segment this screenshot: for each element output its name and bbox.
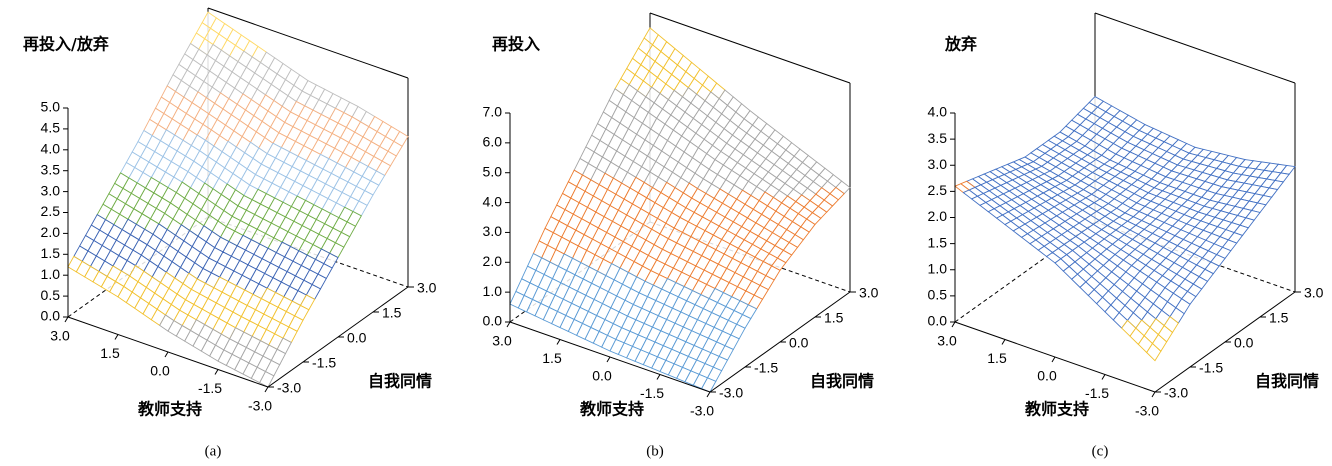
surface-panel: 0.0 0.5 1.0 1.5 2.0 2.5 3.0 3.5 4.0 3.0 1.5 0.0 -1.5… — [928, 12, 1324, 459]
x-tick — [264, 386, 269, 393]
x-axis-label: 教师支持 — [1025, 400, 1089, 419]
x-tick-label: 3.0 — [50, 328, 70, 344]
z-tick-label: 0.5 — [41, 287, 61, 303]
x-tick — [1051, 356, 1056, 363]
x-tick — [606, 356, 611, 363]
y-axis-label: 自我同情 — [368, 372, 432, 391]
y-axis-label: 自我同情 — [1255, 372, 1319, 391]
x-axis-label: 教师支持 — [580, 400, 644, 419]
y-tick-label: -3.0 — [719, 385, 743, 401]
x-tick — [556, 339, 561, 345]
z-tick-label: 4.0 — [41, 141, 61, 157]
z-tick-label: 1.0 — [483, 283, 503, 299]
x-tick — [164, 351, 169, 358]
panel-label: (c) — [1092, 443, 1109, 459]
y-tick-label: -1.5 — [312, 355, 336, 371]
z-tick-label: 7.0 — [483, 104, 503, 120]
box-edge — [649, 12, 851, 84]
x-tick-label: -3.0 — [690, 403, 714, 419]
y-tick-label: -1.5 — [754, 360, 778, 376]
z-tick-label: 3.5 — [928, 130, 948, 146]
x-tick-label: 0.0 — [1037, 368, 1057, 384]
x-tick — [1001, 339, 1006, 345]
x-tick-label: -1.5 — [198, 380, 222, 396]
x-tick — [656, 374, 661, 380]
z-tick-label: 2.0 — [928, 208, 948, 224]
y-tick-label: -3.0 — [1164, 385, 1188, 401]
z-tick-label: 5.0 — [41, 99, 61, 115]
z-tick-label: 2.5 — [928, 182, 948, 198]
z-tick-label: 3.5 — [41, 161, 61, 177]
x-tick-label: 3.0 — [492, 333, 512, 349]
box-edge — [207, 7, 409, 79]
y-tick-label: 3.0 — [859, 285, 879, 301]
z-tick-label: 0.0 — [41, 308, 61, 324]
surface-cell — [1146, 342, 1162, 362]
y-tick-label: 0.0 — [1234, 335, 1254, 351]
y-tick-label: 1.5 — [382, 305, 402, 321]
chart-title: 再投入 — [492, 35, 540, 54]
x-tick-label: -1.5 — [1085, 385, 1109, 401]
z-tick-label: 2.5 — [41, 203, 61, 219]
x-tick-label: 0.0 — [150, 363, 170, 379]
x-tick — [1151, 391, 1156, 398]
z-tick-label: 4.0 — [483, 193, 503, 209]
x-tick-label: 1.5 — [100, 345, 120, 361]
x-tick — [214, 369, 219, 375]
z-tick-label: 4.0 — [928, 104, 948, 120]
z-tick-label: 3.0 — [483, 223, 503, 239]
x-axis-label: 教师支持 — [138, 400, 202, 419]
x-tick — [506, 321, 511, 328]
y-tick-label: 1.5 — [824, 310, 844, 326]
z-tick-label: 0.5 — [928, 287, 948, 303]
box-edge — [1094, 12, 1296, 84]
y-tick-label: 3.0 — [1304, 285, 1324, 301]
x-tick-label: -1.5 — [640, 385, 664, 401]
x-tick-label: 3.0 — [937, 333, 957, 349]
x-tick-label: 1.5 — [987, 350, 1007, 366]
z-tick-label: 2.0 — [483, 253, 503, 269]
z-tick-label: 5.0 — [483, 163, 503, 179]
z-tick-label: 1.0 — [928, 260, 948, 276]
x-tick-label: -3.0 — [248, 398, 272, 414]
surface-cell — [259, 370, 275, 388]
x-tick — [1101, 374, 1106, 380]
z-tick-label: 3.0 — [41, 182, 61, 198]
y-axis-label: 自我同情 — [810, 372, 874, 391]
y-tick-label: 3.0 — [417, 280, 437, 296]
x-tick-label: -3.0 — [1135, 403, 1159, 419]
z-tick-label: 3.0 — [928, 156, 948, 172]
z-tick-label: 4.5 — [41, 120, 61, 136]
y-tick-label: -3.0 — [277, 380, 301, 396]
panel-label: (b) — [646, 443, 664, 459]
z-tick-label: 6.0 — [483, 134, 503, 150]
surface-panel: 0.0 0.5 1.0 1.5 2.0 2.5 3.0 3.5 4.0 4.5 5.0 3.0 1.5 0… — [23, 7, 437, 459]
z-tick-label: 2.0 — [41, 224, 61, 240]
y-tick-label: 1.5 — [1269, 310, 1289, 326]
z-tick-label: 1.5 — [928, 234, 948, 250]
y-tick-label: 0.0 — [347, 330, 367, 346]
chart-title: 放弃 — [944, 35, 977, 54]
surface-panel: 0.0 1.0 2.0 3.0 4.0 5.0 6.0 7.0 3.0 1.5 0.0 -1.5 -3.… — [483, 12, 879, 459]
x-tick — [114, 334, 119, 340]
z-tick-label: 0.0 — [928, 313, 948, 329]
chart-title: 再投入/放弃 — [23, 35, 109, 54]
y-tick-label: -1.5 — [1199, 360, 1223, 376]
x-tick — [64, 316, 69, 323]
x-tick-label: 0.0 — [592, 368, 612, 384]
z-tick-label: 0.0 — [483, 313, 503, 329]
z-tick-label: 1.5 — [41, 245, 61, 261]
z-tick-label: 1.0 — [41, 266, 61, 282]
x-tick-label: 1.5 — [542, 350, 562, 366]
y-tick-label: 0.0 — [789, 335, 809, 351]
x-tick — [951, 321, 956, 328]
x-tick — [706, 391, 711, 398]
panel-label: (a) — [205, 443, 222, 459]
